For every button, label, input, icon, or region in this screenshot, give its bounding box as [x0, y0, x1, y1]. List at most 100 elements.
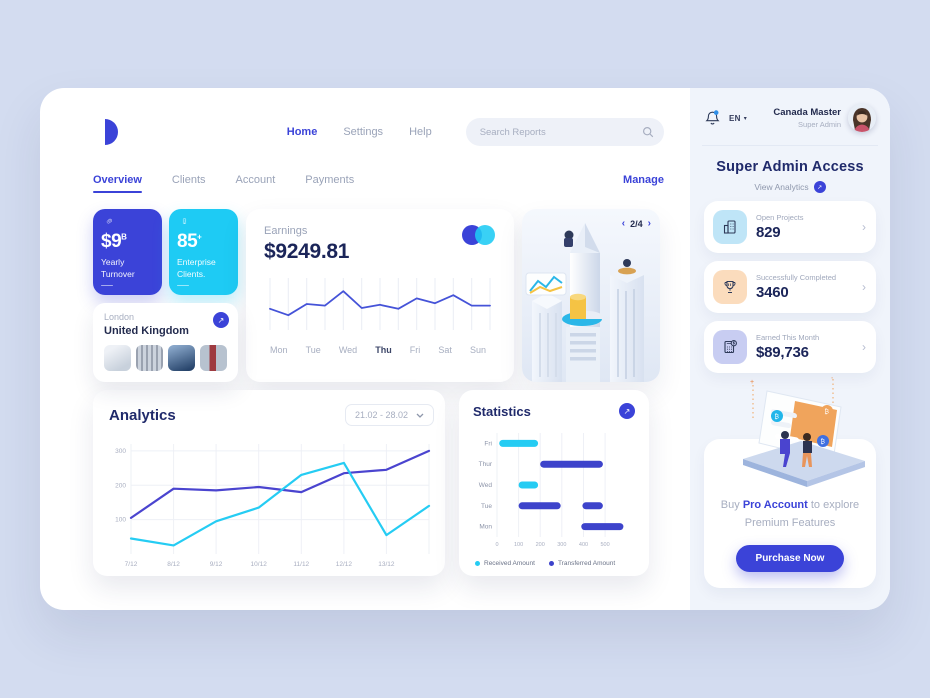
stat-label: Earned This Month — [756, 333, 820, 342]
day-label[interactable]: Fri — [409, 345, 421, 355]
day-label[interactable]: Tue — [305, 345, 321, 355]
statistics-chart-svg: 0 100 200 300 400 500 Fri Thur Wed Tue Mon — [479, 433, 624, 548]
svg-text:Tue: Tue — [481, 503, 492, 510]
building-photo[interactable] — [136, 345, 163, 371]
main-area: Home Settings Help Overview Clients Acco… — [40, 88, 690, 610]
chevron-down-icon — [416, 413, 424, 418]
kpi-column: $9B Yearly Turnover 85+ Enterprise Clien… — [93, 209, 238, 382]
building-photo[interactable] — [168, 345, 195, 371]
search-icon — [642, 126, 654, 138]
notification-bell-icon[interactable] — [704, 109, 721, 127]
isometric-buildings-illustration — [525, 223, 644, 382]
legend-dot-received — [475, 561, 480, 566]
kpi-suffix: + — [197, 232, 202, 242]
svg-text:Mon: Mon — [479, 524, 492, 531]
promo-section: + + ₿ ₿ ₿ — [704, 374, 876, 589]
earnings-sparkline — [264, 272, 496, 343]
svg-text:Fri: Fri — [484, 440, 492, 447]
nav-link-home[interactable]: Home — [286, 126, 318, 138]
dash-decor — [101, 285, 113, 286]
arrow-up-right-icon: ↗ — [813, 181, 826, 193]
location-open-button[interactable]: ↗ — [213, 312, 229, 328]
building-icon — [182, 218, 187, 224]
statistics-chart: 0 100 200 300 400 500 Fri Thur Wed Tue Mon — [473, 419, 635, 558]
svg-text:₿: ₿ — [825, 409, 830, 416]
carousel-next-icon[interactable]: › — [647, 218, 651, 229]
svg-text:13/12: 13/12 — [378, 561, 395, 568]
legend-label: Transferred Amount — [557, 560, 616, 567]
purchase-now-button[interactable]: Purchase Now — [735, 545, 845, 573]
trophy-icon — [713, 270, 747, 304]
user-role: Super Admin — [798, 120, 841, 129]
stat-label: Open Projects — [756, 213, 804, 222]
analytics-chart: 100 200 300 7/12 8/12 9/12 10/12 11/12 12/12 13/1… — [109, 426, 434, 577]
svg-text:500: 500 — [601, 542, 610, 548]
tab-overview[interactable]: Overview — [93, 174, 142, 193]
chevron-right-icon: › — [862, 220, 866, 234]
nav-link-settings[interactable]: Settings — [343, 126, 384, 138]
analytics-title: Analytics — [109, 406, 176, 424]
promo-line2: Premium Features — [744, 516, 836, 529]
search-input[interactable] — [479, 126, 642, 138]
svg-text:300: 300 — [115, 448, 126, 455]
analytics-chart-svg: 100 200 300 7/12 8/12 9/12 10/12 11/12 12/12 13/1… — [115, 444, 431, 568]
svg-text:400: 400 — [579, 542, 588, 548]
svg-text:11/12: 11/12 — [293, 561, 309, 568]
tab-clients[interactable]: Clients — [171, 174, 206, 186]
search-bar[interactable] — [465, 118, 664, 146]
user-name: Canada Master — [773, 107, 841, 118]
svg-text:10/12: 10/12 — [251, 561, 268, 568]
stat-label: Successfully Completed — [756, 273, 837, 282]
calculator-icon — [713, 330, 747, 364]
kpi-card-turnover[interactable]: $9B Yearly Turnover — [93, 209, 162, 295]
building-photo[interactable] — [200, 345, 227, 371]
sidebar-heading: Super Admin Access — [716, 159, 864, 175]
promo-card: + + ₿ ₿ ₿ — [704, 374, 876, 589]
kpi-value: $9 — [101, 231, 122, 253]
statistics-title: Statistics — [473, 403, 531, 419]
avatar[interactable] — [848, 104, 876, 132]
language-select[interactable]: EN ▾ — [729, 113, 747, 123]
earnings-amount: $9249.81 — [264, 240, 350, 263]
stat-value: $89,736 — [756, 344, 809, 361]
stat-value: 829 — [756, 224, 781, 241]
money-icon — [106, 218, 112, 224]
earnings-sparkline-svg — [269, 278, 491, 330]
buildings-carousel-card: ‹ 2/4 › — [522, 209, 660, 382]
stat-card-earned[interactable]: Earned This Month $89,736 › — [704, 321, 876, 373]
day-label[interactable]: Sat — [438, 345, 452, 355]
manage-link[interactable]: Manage — [623, 174, 664, 186]
nav-link-help[interactable]: Help — [409, 126, 432, 138]
svg-text:₿: ₿ — [775, 414, 780, 421]
promo-highlight: Pro Account — [742, 499, 808, 511]
statistics-legend: Received Amount Transferred Amount — [473, 558, 635, 567]
laptop-illustration: + + ₿ ₿ ₿ — [715, 374, 865, 500]
kpi-card-clients[interactable]: 85+ Enterprise Clients. — [169, 209, 238, 295]
tab-account[interactable]: Account — [235, 174, 276, 186]
statistics-open-button[interactable]: ↗ — [619, 403, 635, 419]
svg-text:7/12: 7/12 — [125, 561, 138, 568]
svg-text:12/12: 12/12 — [336, 561, 353, 568]
day-label[interactable]: Wed — [338, 345, 358, 355]
view-analytics-link[interactable]: View Analytics ↗ — [704, 181, 876, 193]
day-label[interactable]: Mon — [270, 345, 288, 355]
day-label-active[interactable]: Thu — [375, 345, 392, 355]
card-brand-toggle[interactable] — [462, 225, 496, 245]
svg-text:Thur: Thur — [479, 461, 493, 468]
stat-card-completed[interactable]: Successfully Completed 3460 › — [704, 261, 876, 313]
promo-prefix: Buy — [720, 499, 743, 511]
location-country: United Kingdom — [104, 325, 189, 337]
svg-text:Wed: Wed — [479, 482, 493, 489]
carousel-page-indicator: 2/4 — [630, 219, 643, 229]
analytics-card: Analytics 21.02 - 28.02 100 200 300 7/12 8/1… — [93, 390, 445, 576]
carousel-pager: ‹ 2/4 › — [621, 218, 651, 230]
svg-text:₿: ₿ — [821, 439, 826, 446]
day-label[interactable]: Sun — [469, 345, 486, 355]
date-range-select[interactable]: 21.02 - 28.02 — [344, 404, 434, 426]
earnings-title: Earnings — [264, 225, 308, 237]
carousel-prev-icon[interactable]: ‹ — [621, 218, 626, 229]
stat-card-open-projects[interactable]: Open Projects 829 › — [704, 201, 876, 253]
building-photo[interactable] — [104, 345, 131, 371]
tab-payments[interactable]: Payments — [305, 174, 355, 186]
svg-text:300: 300 — [557, 542, 566, 548]
